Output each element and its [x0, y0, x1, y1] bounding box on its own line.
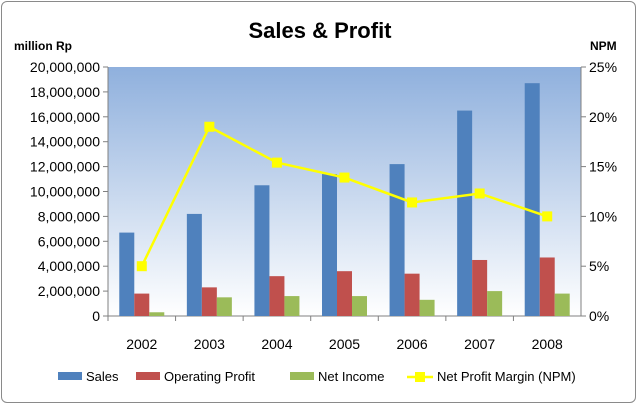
y2-tick-label: 0% [589, 308, 609, 324]
legend-swatch [290, 372, 314, 380]
npm-marker [407, 197, 418, 208]
y2-tick-label: 20% [589, 109, 617, 125]
y-tick-label: 0 [92, 308, 100, 324]
bar-sales [457, 110, 473, 316]
y-tick-label: 4,000,000 [38, 258, 100, 274]
legend-label: Operating Profit [164, 369, 255, 384]
x-tick-label: 2002 [126, 336, 157, 352]
y-tick-label: 14,000,000 [30, 134, 100, 150]
bar-operating-profit [269, 276, 285, 316]
bar-sales [186, 213, 202, 316]
x-tick-label: 2008 [532, 336, 563, 352]
y2-tick-label: 5% [589, 258, 609, 274]
npm-marker [542, 211, 553, 222]
bar-net-income [216, 297, 232, 316]
npm-marker [271, 157, 282, 168]
bar-sales [119, 232, 135, 316]
x-tick-label: 2005 [329, 336, 360, 352]
y2-tick-label: 15% [589, 159, 617, 175]
bar-operating-profit [404, 273, 420, 316]
npm-marker [339, 172, 350, 183]
x-tick-label: 2007 [464, 336, 495, 352]
legend-swatch [136, 372, 160, 380]
bar-operating-profit [539, 257, 555, 316]
y-tick-label: 2,000,000 [38, 283, 100, 299]
legend-label: Sales [86, 369, 119, 384]
bar-net-income [284, 296, 300, 316]
legend: Sales Operating Profit Net Income Net Profi… [58, 369, 576, 384]
y-tick-label: 12,000,000 [30, 159, 100, 175]
bar-sales [524, 83, 540, 316]
bar-sales [322, 174, 337, 316]
y-tick-label: 8,000,000 [38, 208, 100, 224]
legend-label: Net Income [318, 369, 384, 384]
y-tick-label: 10,000,000 [30, 184, 100, 200]
bar-operating-profit [201, 287, 217, 316]
y2-tick-label: 10% [589, 208, 617, 224]
plot-area: 0 2,000,000 4,000,000 6,000,000 8,000,000 10,… [30, 59, 617, 352]
bar-net-income [487, 291, 503, 316]
y2-axis-label: NPM [590, 39, 617, 53]
y-tick-label: 18,000,000 [30, 84, 100, 100]
bar-sales [389, 164, 405, 316]
x-tick-label: 2006 [396, 336, 427, 352]
y-axis-label: million Rp [14, 39, 72, 53]
npm-marker [204, 121, 215, 132]
x-tick-label: 2004 [261, 336, 292, 352]
bar-operating-profit [472, 259, 488, 316]
legend-marker [415, 372, 425, 382]
bar-operating-profit [134, 293, 150, 316]
x-tick-label: 2003 [194, 336, 225, 352]
legend-label: Net Profit Margin (NPM) [437, 369, 576, 384]
bar-net-income [419, 299, 435, 316]
bar-net-income [352, 296, 367, 316]
chart-title: Sales & Profit [248, 18, 392, 43]
npm-marker [474, 188, 485, 199]
legend-swatch [58, 372, 82, 380]
bar-sales [254, 185, 270, 316]
bar-operating-profit [337, 271, 352, 316]
y-tick-label: 16,000,000 [30, 109, 100, 125]
bar-net-income [554, 293, 570, 316]
y-tick-label: 6,000,000 [38, 233, 100, 249]
y2-tick-label: 25% [589, 59, 617, 75]
npm-marker [136, 261, 147, 272]
bar-net-income [149, 312, 165, 316]
y-tick-label: 20,000,000 [30, 59, 100, 75]
